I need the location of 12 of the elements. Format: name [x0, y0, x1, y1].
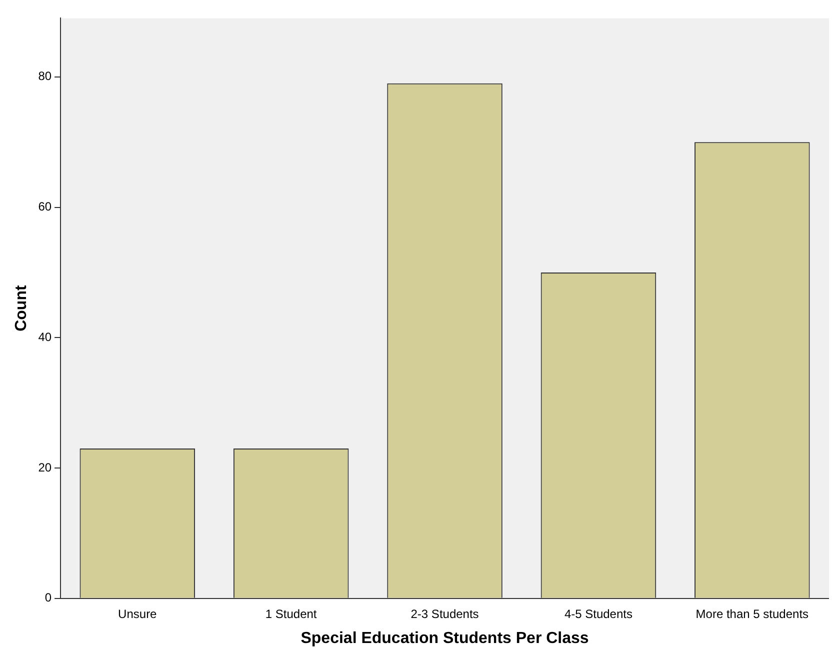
y-axis-title: Count — [13, 284, 30, 332]
x-tick-label: Unsure — [118, 606, 158, 621]
y-tick-label: 80 — [38, 69, 52, 84]
y-tick-label: 40 — [38, 330, 52, 344]
x-axis-title: Special Education Students Per Class — [300, 630, 589, 647]
x-tick-label: 4-5 Students — [564, 606, 632, 621]
y-tick-label: 20 — [38, 460, 52, 474]
y-tick-label: 0 — [44, 590, 52, 605]
x-tick-label: 1 Student — [265, 606, 318, 621]
x-tick-label: 2-3 Students — [410, 606, 479, 621]
y-tick-label: 60 — [38, 200, 52, 214]
x-tick-label: More than 5 students — [696, 606, 809, 621]
